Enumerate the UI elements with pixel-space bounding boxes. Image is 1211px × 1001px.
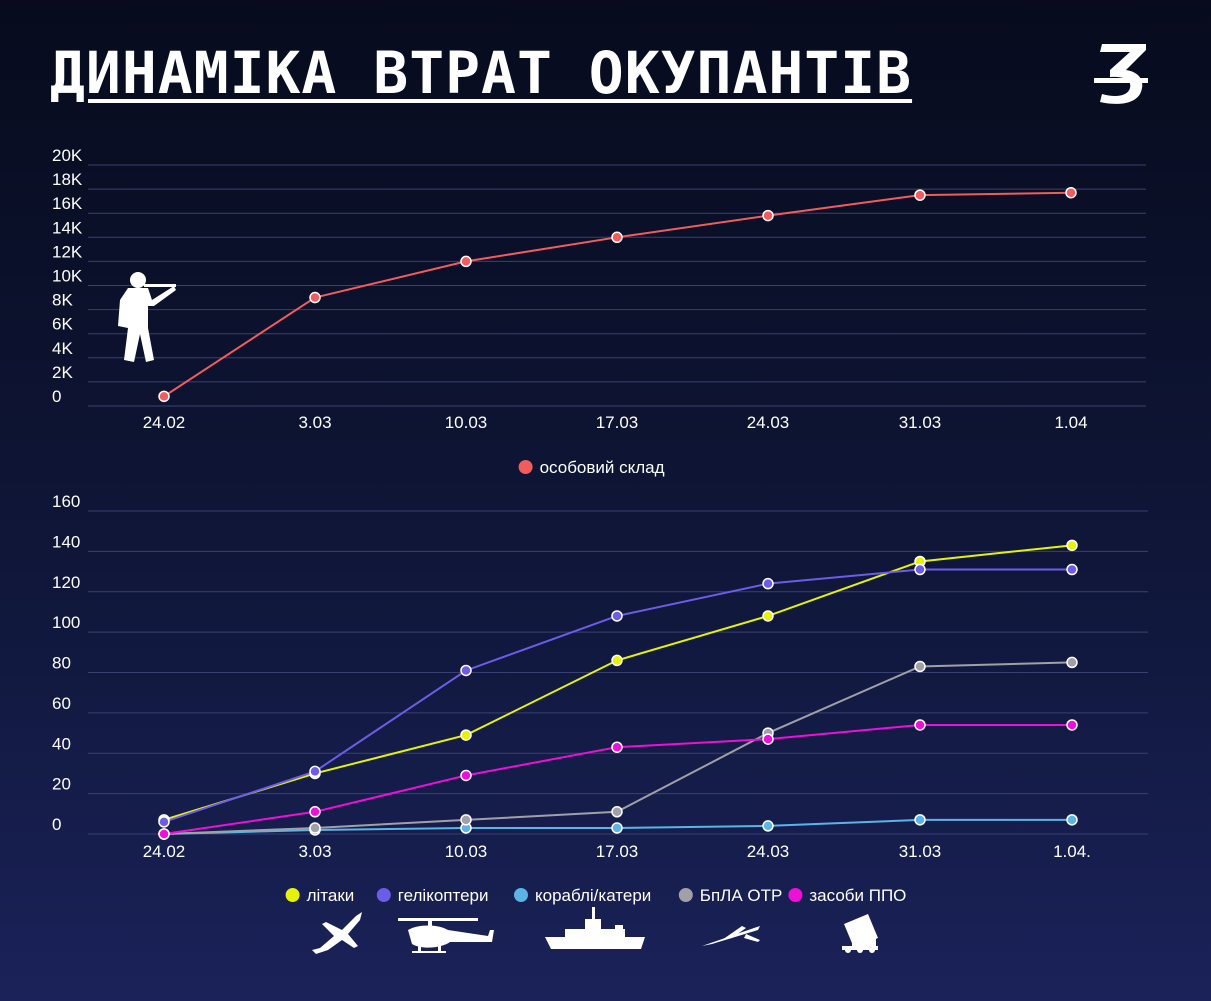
x-tick-label: 17.03 (596, 842, 639, 861)
data-point (611, 231, 623, 244)
data-point (460, 729, 472, 741)
y-tick-label: 160 (52, 492, 80, 511)
data-point (460, 255, 472, 268)
plane-icon (312, 912, 362, 954)
data-point (762, 820, 774, 832)
data-point (158, 390, 170, 403)
logo-icon (1094, 44, 1148, 104)
y-tick-label: 40 (52, 734, 71, 753)
data-point (1066, 656, 1078, 669)
data-point (1066, 539, 1078, 552)
soldier-icon (118, 272, 176, 362)
legend: особовий склад (518, 458, 665, 477)
legend-swatch (678, 888, 693, 902)
y-tick-label: 0 (52, 387, 61, 406)
data-point (158, 816, 170, 828)
y-tick-label: 2K (52, 363, 73, 382)
x-tick-label: 31.03 (899, 842, 942, 861)
data-point (309, 822, 321, 834)
y-tick-label: 20K (52, 146, 83, 165)
legend-label: засоби ППО (809, 886, 906, 905)
y-tick-label: 12K (52, 242, 83, 261)
chart-personnel: 0 2K 4K 6K 8K 10K 12K 14K 16K 18K 20K 24.02 3.03 10.0… (52, 146, 1146, 477)
legend-swatch (285, 888, 300, 902)
series-line (163, 544, 1073, 821)
y-tick-label: 100 (52, 613, 80, 632)
data-point (611, 806, 623, 818)
data-point (914, 563, 926, 576)
legend-label: літаки (307, 886, 355, 905)
data-point (1066, 719, 1078, 731)
data-point (1066, 563, 1078, 576)
helicopter-icon (398, 918, 494, 953)
data-point (762, 577, 774, 590)
y-tick-label: 80 (52, 654, 71, 673)
data-point (914, 660, 926, 673)
x-tick-label: 24.03 (747, 842, 790, 861)
legend-swatch (518, 460, 533, 474)
drone-icon (702, 926, 760, 946)
y-tick-label: 0 (52, 815, 61, 834)
data-point (158, 828, 170, 840)
data-point (611, 741, 623, 753)
y-tick-label: 6K (52, 315, 73, 334)
x-tick-label: 24.03 (747, 413, 790, 432)
y-tick-label: 4K (52, 339, 73, 358)
data-point (611, 610, 623, 622)
air-defense-icon (842, 914, 878, 953)
legend-swatch (514, 888, 528, 902)
x-tick-label: 17.03 (596, 413, 639, 432)
y-tick-label: 60 (52, 694, 71, 713)
data-point (460, 769, 472, 782)
data-point (309, 291, 321, 304)
x-tick-label: 24.02 (143, 842, 186, 861)
legend-label: БпЛА ОТР (700, 886, 783, 905)
data-point (309, 806, 321, 818)
x-tick-label: 10.03 (445, 413, 488, 432)
legend-label: особовий склад (540, 458, 665, 477)
data-point (1065, 186, 1077, 199)
y-tick-label: 10K (52, 267, 83, 286)
y-tick-label: 8K (52, 291, 73, 310)
x-tick-label: 3.03 (298, 842, 331, 861)
series-line (163, 568, 1072, 823)
data-point (460, 814, 472, 826)
x-tick-label: 1.04 (1054, 413, 1087, 432)
y-tick-label: 140 (52, 532, 80, 551)
data-point (762, 733, 774, 745)
x-tick-label: 3.03 (298, 413, 331, 432)
chart-equipment: 0 20 40 60 80 100 120 140 160 24.02 3.03 10.03 17.03… (52, 492, 1148, 905)
data-point (611, 654, 623, 667)
data-point (762, 209, 774, 222)
x-tick-label: 31.03 (899, 413, 942, 432)
legend-swatch (788, 888, 803, 902)
data-point (309, 765, 321, 778)
data-point (914, 189, 926, 201)
x-tick-label: 1.04. (1053, 842, 1091, 861)
series-line (163, 723, 1072, 835)
data-point (460, 664, 472, 677)
x-tick-label: 10.03 (445, 842, 488, 861)
series-line (163, 191, 1072, 398)
y-tick-label: 18K (52, 170, 83, 189)
y-tick-label: 14K (52, 218, 83, 237)
y-tick-label: 20 (52, 775, 71, 794)
data-point (762, 610, 774, 622)
data-point (914, 719, 926, 731)
data-point (914, 814, 926, 826)
data-point (611, 822, 623, 834)
legend-label: гелікоптери (398, 886, 489, 905)
data-point (1066, 814, 1078, 826)
page-title: ДИНАМІКА ВТРАТ ОКУПАНТІВ (50, 39, 913, 107)
y-tick-label: 16K (52, 194, 83, 213)
legend-label: кораблі/катери (535, 886, 651, 905)
ship-icon (545, 907, 645, 949)
legend: літаки гелікоптери кораблі/катери БпЛА ОТР з… (285, 886, 906, 905)
x-tick-label: 24.02 (143, 413, 186, 432)
y-tick-label: 120 (52, 573, 80, 592)
legend-swatch (376, 888, 391, 902)
